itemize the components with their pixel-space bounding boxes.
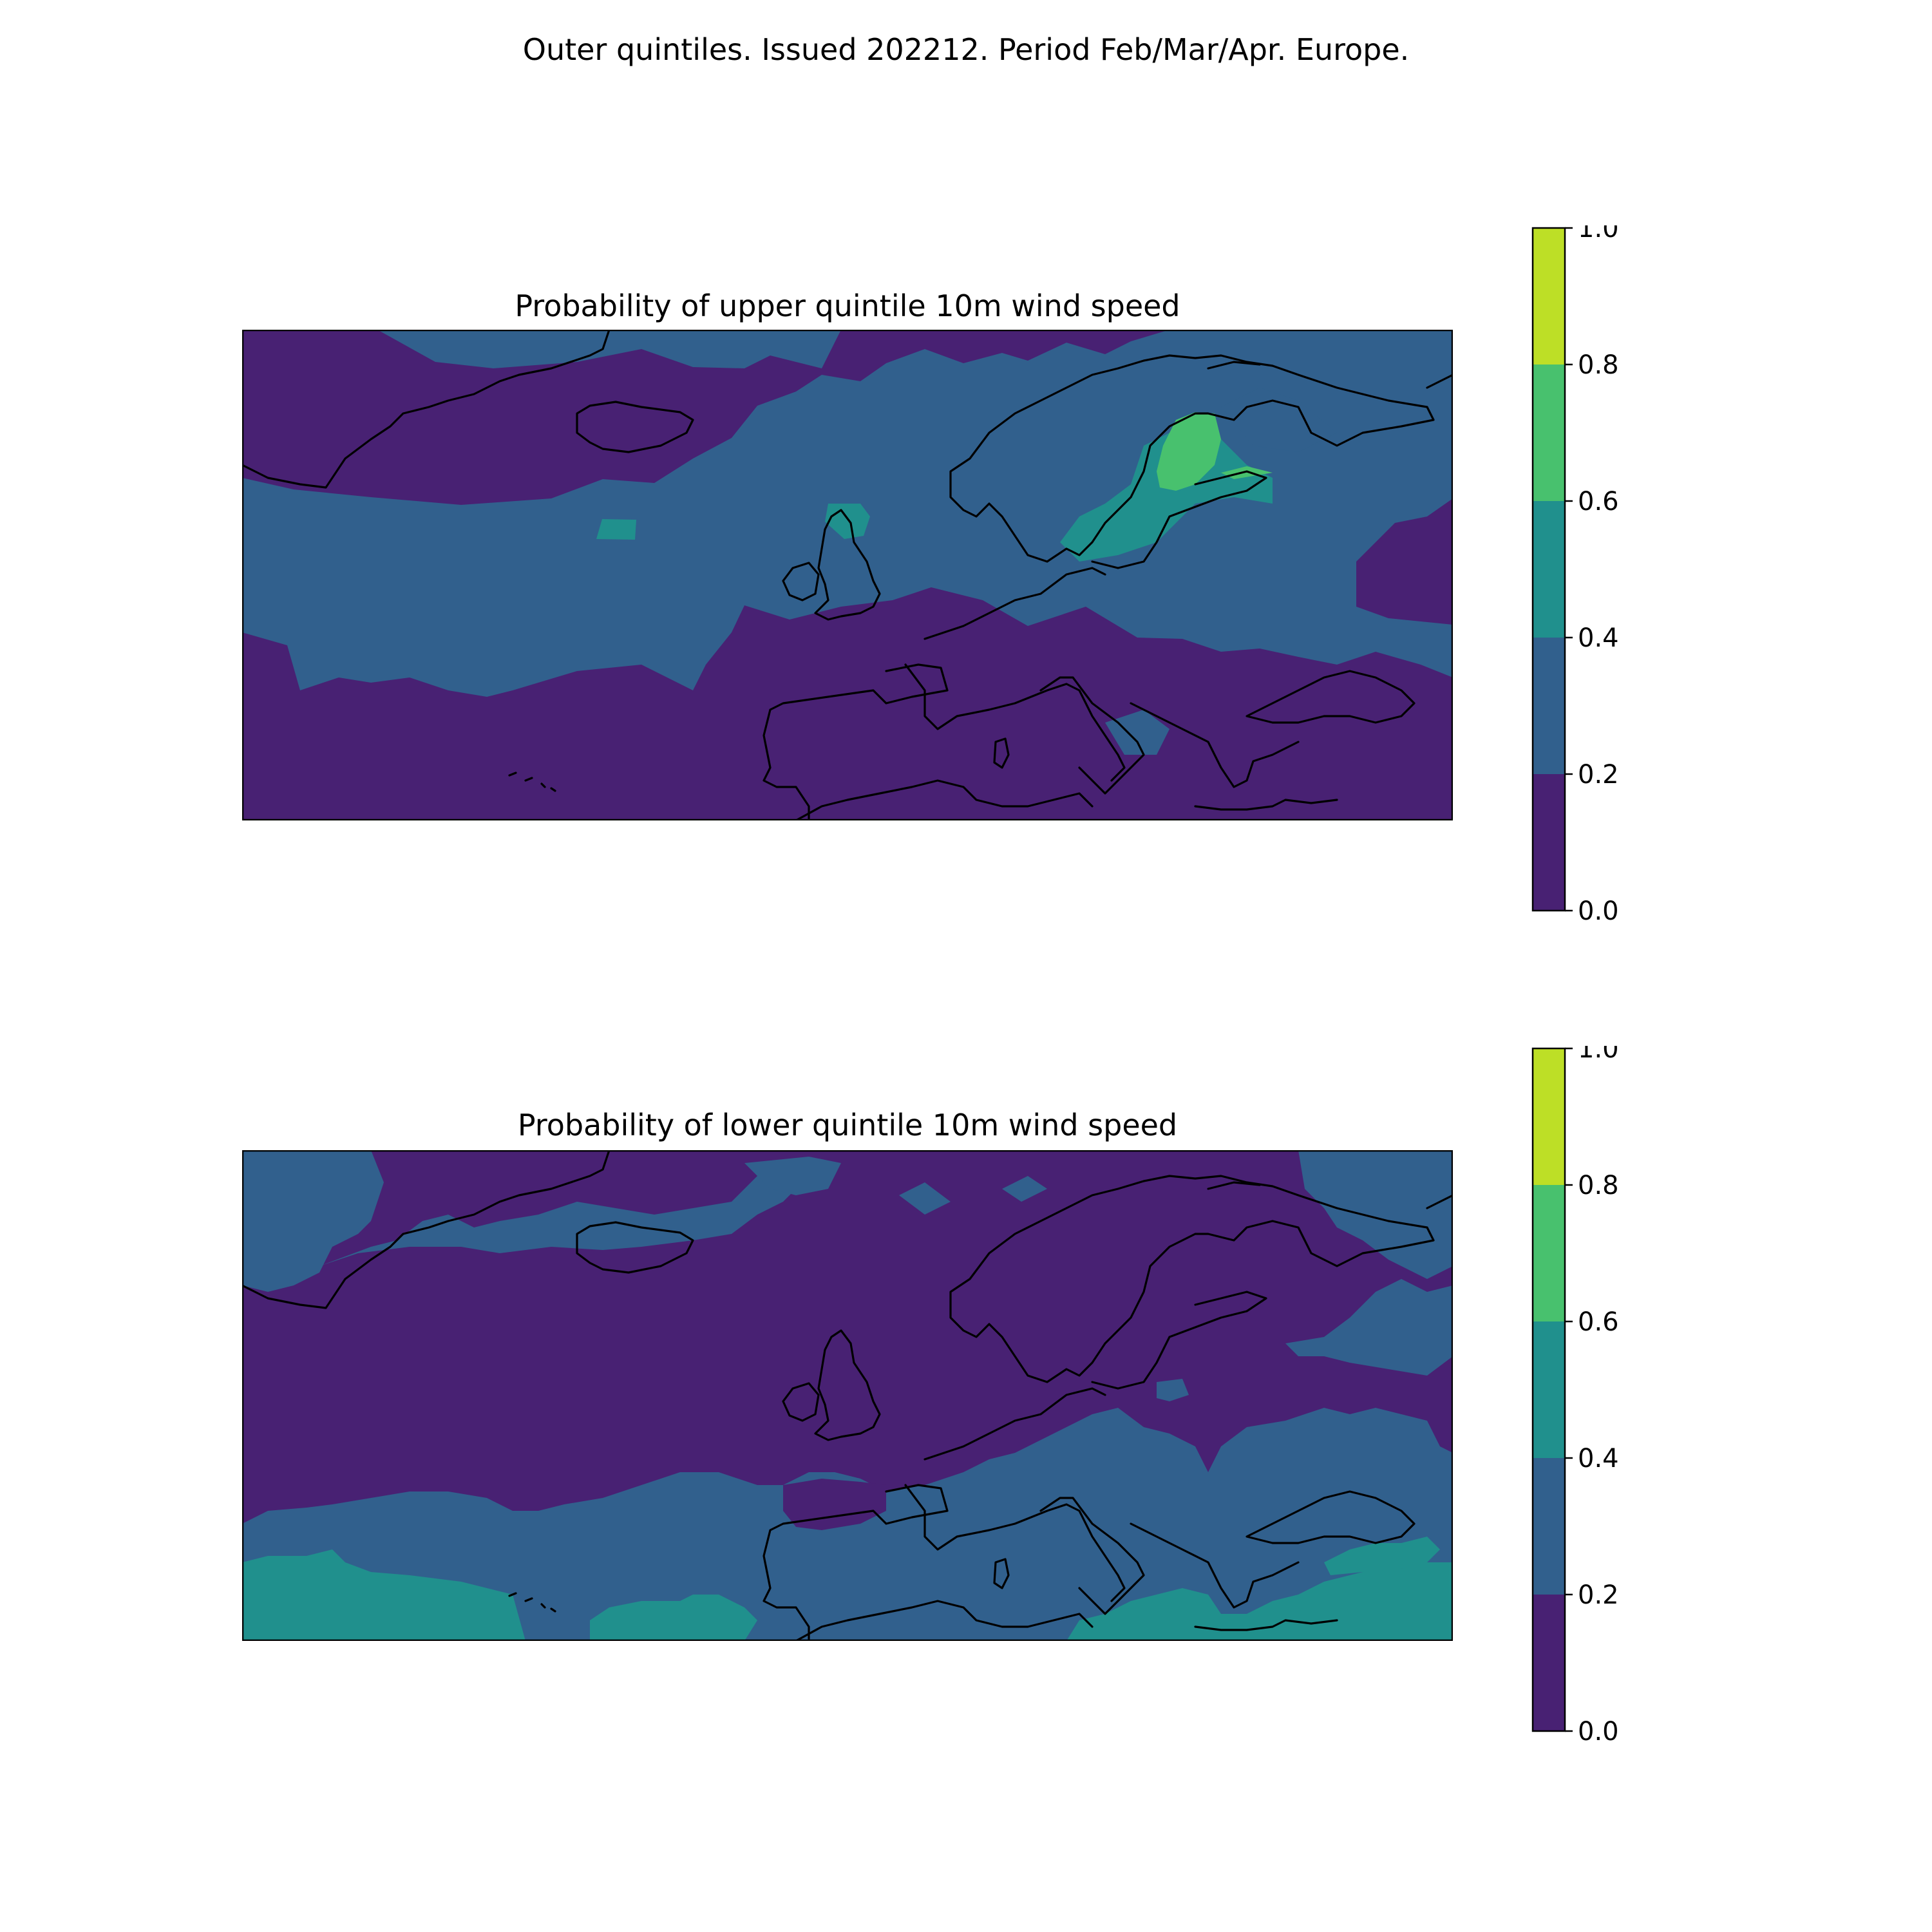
colorbar-tick-label: 0.0 [1578,1717,1619,1747]
coastline-ireland [782,1382,820,1422]
coastline-britain [814,1329,881,1441]
bin-1-region [319,1170,796,1266]
bin-1-region [242,1150,384,1292]
coastline-canary [508,1592,556,1613]
colorbar-bins [1533,1048,1565,1731]
coastline-east-med [1194,799,1338,811]
colorbar-bin-0 [1533,774,1565,911]
lower-quintile-map [242,1150,1453,1641]
colorbar-tick-label: 0.2 [1578,760,1619,790]
bin-1-region [1221,388,1337,452]
map-frame [242,330,1453,820]
probability-fill-layer [242,330,1453,820]
colorbar-bin-4 [1533,228,1565,365]
bin-2-region [1060,426,1273,562]
bin-2-region [1066,1562,1453,1641]
bin-0-region [783,1479,886,1530]
colorbar-tick-label: 0.4 [1578,623,1619,653]
colorbar-tick-label: 0.8 [1578,350,1619,380]
colorbar-bin-3 [1533,1185,1565,1321]
colorbar-bin-2 [1533,1321,1565,1458]
coastline-europe-west [923,567,1106,640]
coastline-novaya [1426,374,1453,389]
bin-1-region [1002,1176,1047,1202]
coastline-layer [242,330,1453,820]
colorbar-bin-0 [1533,1595,1565,1731]
colorbar-tick-label: 0.4 [1578,1444,1619,1473]
upper-quintile-map-title: Probability of upper quintile 10m wind s… [515,289,1180,323]
colorbar-tick-label: 0.0 [1578,896,1619,926]
coastline-france-italy [904,1484,1126,1602]
coastline-svalbard [1207,1181,1261,1190]
coastline-greenland [242,1150,611,1309]
coastline-finland-baltic [1091,470,1267,569]
coastline-iceland [576,401,694,453]
colorbar-frame [1531,227,1566,912]
bin-1-region [377,330,841,368]
bin-1-region [1285,1279,1453,1376]
coastline-scandinavia [949,354,1435,563]
colorbar-ticks [1565,227,1573,912]
colorbar-frame [1531,1047,1566,1732]
coastline-iceland [576,1221,694,1274]
coastline-italy [1039,1497,1145,1615]
coastline-east-med [1194,1619,1338,1631]
coastline-europe-west [923,1387,1106,1461]
colorbar-tick-label: 1.0 [1578,225,1619,243]
upper-quintile-colorbar: 0.0 0.2 0.4 0.6 0.8 1.0 [1531,225,1619,926]
coastline-canary [508,772,556,792]
bin-1-region [1105,710,1170,755]
coastline-north-africa [795,1600,1094,1641]
colorbar-ticks [1565,1047,1573,1732]
colorbar-bin-1 [1533,1458,1565,1595]
bin-3-region [1221,466,1273,479]
coastline-balkans [1130,702,1300,788]
coastline-layer [242,1150,1453,1641]
colorbar-tick-label: 0.2 [1578,1580,1619,1610]
probability-fill-layer [242,1150,1453,1641]
upper-quintile-map [242,330,1453,820]
colorbar-bin-4 [1533,1048,1565,1185]
colorbar-tick-label: 0.8 [1578,1171,1619,1200]
figure-title: Outer quintiles. Issued 202212. Period F… [522,32,1410,67]
bin-1-region [744,1157,841,1195]
colorbar-bins [1533,228,1565,911]
colorbar-tick-label: 0.6 [1578,1307,1619,1337]
coastline-iberia [762,663,949,820]
coastline-novaya [1426,1194,1453,1209]
coastline-scandinavia [949,1175,1435,1383]
coastline-ireland [782,562,820,601]
coastline-britain [814,509,881,621]
bin-2-region [590,1595,757,1641]
coastline-north-africa [795,779,1094,820]
bin-2-region [596,519,636,540]
bin-2-region [242,1549,526,1641]
coastline-svalbard [1207,361,1261,370]
coastline-finland-baltic [1091,1291,1267,1390]
coastline-italy [1039,676,1145,795]
colorbar-tick-label: 1.0 [1578,1046,1619,1064]
bin-3-region [1157,412,1221,491]
colorbar-bin-2 [1533,501,1565,638]
coastline-france-italy [904,663,1126,782]
colorbar-bin-1 [1533,638,1565,774]
coastline-black-sea [1245,1490,1416,1544]
lower-quintile-map-title: Probability of lower quintile 10m wind s… [517,1108,1178,1142]
colorbar-bin-3 [1533,365,1565,501]
coastline-black-sea [1245,670,1416,724]
colorbar-tick-label: 0.6 [1578,487,1619,516]
coastline-sardinia [993,1558,1010,1589]
map-frame [242,1150,1453,1641]
lower-quintile-colorbar: 0.0 0.2 0.4 0.6 0.8 1.0 [1531,1046,1619,1747]
bin-2-region [1324,1537,1440,1575]
bin-1-region [899,1182,951,1215]
coastline-balkans [1130,1522,1300,1609]
coastline-greenland [242,330,611,489]
bin-1-region [1157,1379,1189,1401]
coastline-iberia [762,1484,949,1641]
bin-1-region [1298,1150,1453,1279]
coastline-sardinia [993,737,1010,769]
